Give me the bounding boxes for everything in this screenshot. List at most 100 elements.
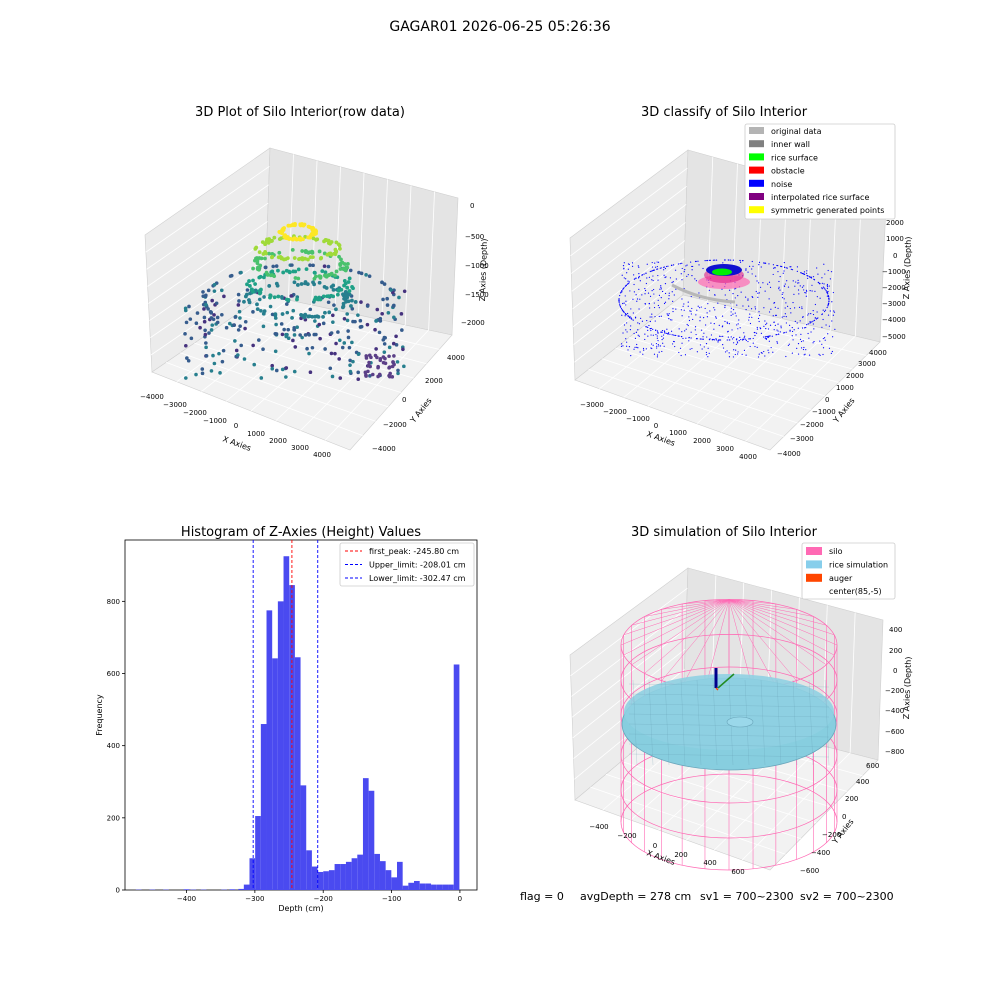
- raw-point: [245, 288, 250, 292]
- noise-point: [785, 355, 787, 358]
- raw-point: [215, 320, 220, 325]
- noise-point: [796, 266, 799, 268]
- noise-point: [767, 349, 769, 351]
- raw-point: [302, 315, 307, 320]
- raw-point: [189, 336, 194, 341]
- noise-point: [641, 294, 643, 296]
- noise-point: [696, 351, 698, 353]
- noise-point: [705, 351, 708, 354]
- noise-point: [829, 310, 831, 312]
- noise-point: [755, 275, 757, 277]
- noise-point: [805, 292, 807, 294]
- raw-point: [239, 343, 244, 348]
- noise-point: [705, 324, 707, 326]
- silo-roof-rib: [728, 599, 835, 636]
- status-avg-depth: avgDepth = 278 cm: [580, 890, 691, 903]
- raw-point: [350, 298, 354, 303]
- noise-point: [650, 329, 652, 332]
- simulation-3d-xtick: 600: [731, 868, 744, 876]
- noise-point: [645, 348, 647, 350]
- noise-point: [672, 334, 674, 336]
- noise-point: [800, 333, 802, 335]
- noise-point: [744, 296, 747, 298]
- noise-point: [680, 273, 682, 275]
- noise-point: [623, 277, 625, 279]
- silo-roof-rib: [728, 599, 797, 681]
- noise-point: [630, 325, 632, 327]
- raw-point: [270, 254, 275, 259]
- raw-point: [313, 271, 317, 275]
- noise-point: [718, 335, 721, 337]
- simulation-3d-ytick: −400: [811, 849, 830, 857]
- x-tick-label: −200: [314, 895, 333, 903]
- raw-point: [232, 323, 236, 328]
- noise-point: [805, 326, 807, 329]
- panel-simulation-3d: 3D simulation of Silo Interior −400 −200…: [569, 525, 913, 876]
- silo-roof-rib: [644, 599, 730, 674]
- noise-point: [822, 347, 825, 349]
- noise-point: [688, 337, 690, 339]
- noise-point: [810, 277, 813, 279]
- raw-point: [267, 284, 272, 288]
- raw-point: [382, 350, 387, 354]
- histogram-legend: first_peak: -245.80 cm Upper_limit: -208.…: [339, 542, 475, 587]
- noise-point: [667, 314, 670, 316]
- noise-point: [627, 315, 629, 318]
- noise-point: [688, 340, 690, 342]
- noise-point: [642, 353, 644, 355]
- noise-point: [661, 331, 663, 333]
- noise-point: [622, 265, 625, 267]
- noise-point: [724, 306, 726, 309]
- raw-point: [319, 255, 324, 260]
- histogram-title: Histogram of Z-Axies (Height) Values: [181, 525, 421, 540]
- raw-3d-floor-pane: [151, 294, 453, 451]
- noise-point: [733, 336, 735, 339]
- noise-point: [810, 331, 812, 333]
- raw-point: [369, 355, 373, 360]
- noise-point: [798, 293, 800, 295]
- histogram-bar: [243, 884, 250, 890]
- noise-point: [769, 324, 772, 326]
- raw-point: [279, 256, 284, 261]
- auger-marker: [714, 668, 735, 691]
- noise-point: [807, 314, 809, 316]
- silo-roof-rib: [728, 599, 838, 646]
- classify-3d-xtick: 0: [654, 422, 658, 430]
- noise-point: [821, 282, 823, 284]
- noise-point: [776, 329, 778, 331]
- raw-point: [252, 362, 257, 367]
- noise-point: [779, 331, 781, 333]
- noise-point: [775, 314, 778, 316]
- noise-point: [739, 336, 741, 338]
- noise-point: [654, 320, 656, 322]
- simulation-3d-ztick: 200: [889, 647, 902, 655]
- noise-point: [623, 302, 625, 304]
- noise-point: [637, 277, 640, 279]
- noise-point: [623, 311, 625, 314]
- noise-point: [758, 264, 760, 266]
- noise-point: [772, 351, 774, 353]
- raw-3d-ztick: 0: [470, 202, 474, 210]
- raw-point: [296, 267, 301, 272]
- simulation-3d-ztick: −200: [885, 687, 904, 695]
- noise-point: [655, 342, 657, 345]
- noise-point: [743, 349, 746, 352]
- simulation-3d-xlabel: X Axies: [645, 848, 676, 867]
- noise-point: [737, 323, 739, 325]
- raw-point: [303, 333, 308, 337]
- raw-point: [290, 248, 295, 252]
- noise-point: [777, 330, 779, 332]
- raw-point: [214, 301, 219, 306]
- raw-point: [292, 256, 297, 260]
- raw-point: [239, 270, 243, 275]
- noise-point: [808, 337, 810, 339]
- x-tick-label: 0: [458, 895, 462, 903]
- raw-point: [280, 312, 285, 316]
- noise-point: [689, 310, 691, 312]
- legend-swatch: [806, 587, 822, 596]
- raw-point: [383, 356, 387, 361]
- noise-point: [765, 327, 767, 330]
- noise-point: [685, 328, 687, 330]
- silo-roof-rib: [644, 599, 730, 617]
- raw-point: [251, 343, 255, 348]
